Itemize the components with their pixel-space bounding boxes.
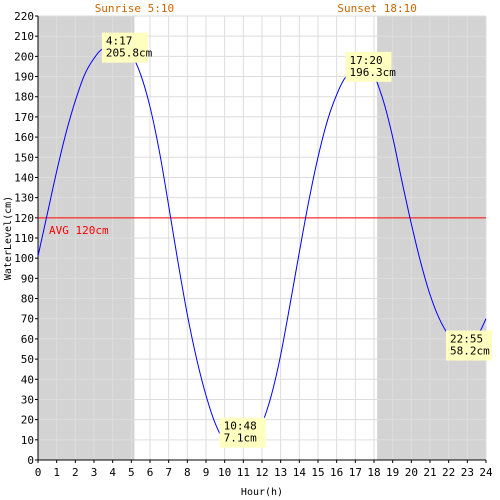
y-tick-label: 20 (21, 414, 34, 427)
y-axis-label: WaterLevel(cm) (3, 196, 14, 280)
y-tick-label: 90 (21, 272, 34, 285)
y-tick-label: 120 (14, 212, 34, 225)
y-tick-label: 70 (21, 313, 34, 326)
y-tick-label: 100 (14, 252, 34, 265)
annotation-box (446, 330, 492, 361)
annotation-box (101, 32, 148, 63)
y-tick-label: 200 (14, 50, 34, 63)
y-tick-label: 10 (21, 434, 34, 447)
x-tick-label: 2 (72, 466, 79, 479)
x-tick-label: 14 (293, 466, 307, 479)
y-tick-label: 130 (14, 192, 34, 205)
y-tick-label: 60 (21, 333, 34, 346)
y-tick-label: 180 (14, 91, 34, 104)
x-tick-label: 23 (461, 466, 474, 479)
x-tick-label: 3 (91, 466, 98, 479)
y-tick-label: 160 (14, 131, 34, 144)
x-axis-label: Hour(h) (241, 487, 283, 498)
sun-event-label: Sunset 18:10 (337, 2, 416, 15)
x-tick-label: 16 (330, 466, 343, 479)
y-tick-label: 50 (21, 353, 34, 366)
x-tick-label: 1 (53, 466, 60, 479)
x-tick-label: 9 (203, 466, 210, 479)
x-tick-label: 20 (405, 466, 418, 479)
annotation-time: 4:17 (106, 35, 133, 48)
y-tick-label: 40 (21, 373, 34, 386)
x-tick-label: 21 (423, 466, 436, 479)
x-tick-label: 0 (35, 466, 42, 479)
y-tick-label: 110 (14, 232, 34, 245)
x-tick-label: 6 (147, 466, 154, 479)
x-tick-label: 12 (255, 466, 268, 479)
x-tick-label: 8 (184, 466, 191, 479)
y-tick-label: 80 (21, 293, 34, 306)
y-tick-label: 210 (14, 30, 34, 43)
annotation-box (345, 51, 392, 82)
annotation-level: 7.1cm (224, 432, 257, 445)
sun-event-label: Sunrise 5:10 (95, 2, 174, 15)
y-tick-label: 190 (14, 71, 34, 84)
x-tick-label: 5 (128, 466, 135, 479)
x-tick-label: 22 (442, 466, 455, 479)
y-tick-label: 170 (14, 111, 34, 124)
annotation-time: 10:48 (224, 420, 257, 433)
x-tick-label: 13 (274, 466, 287, 479)
x-tick-label: 10 (218, 466, 231, 479)
y-tick-label: 140 (14, 171, 34, 184)
y-tick-label: 150 (14, 151, 34, 164)
average-line-label: AVG 120cm (49, 224, 109, 237)
y-tick-label: 220 (14, 10, 34, 23)
annotation-time: 17:20 (349, 54, 382, 67)
annotation-time: 22:55 (450, 333, 483, 346)
annotation-level: 205.8cm (106, 47, 153, 60)
x-tick-label: 11 (237, 466, 250, 479)
x-tick-label: 18 (367, 466, 380, 479)
y-tick-label: 0 (27, 454, 34, 467)
y-tick-label: 30 (21, 393, 34, 406)
x-tick-label: 19 (386, 466, 399, 479)
annotation-level: 196.3cm (349, 66, 396, 79)
annotation-box (219, 417, 266, 448)
x-tick-label: 4 (109, 466, 116, 479)
x-tick-label: 17 (349, 466, 362, 479)
x-tick-label: 15 (311, 466, 324, 479)
annotation-level: 58.2cm (450, 345, 490, 358)
x-tick-label: 24 (479, 466, 493, 479)
x-tick-label: 7 (165, 466, 172, 479)
